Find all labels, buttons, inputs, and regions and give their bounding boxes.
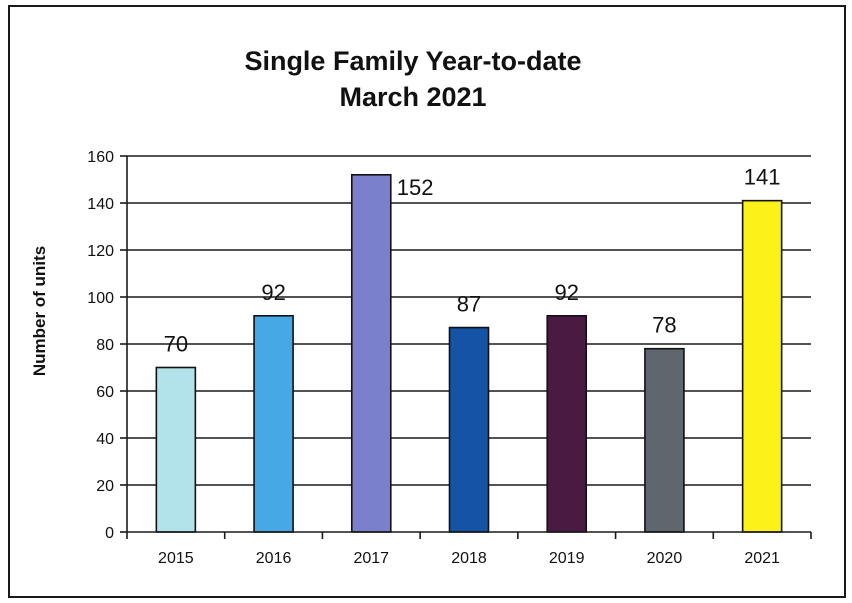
axes <box>126 156 812 539</box>
x-tick-label-2017: 2017 <box>353 550 389 567</box>
y-tick-label-40: 40 <box>96 431 114 448</box>
x-tick-label-2021: 2021 <box>744 550 780 567</box>
y-tick-label-80: 80 <box>96 337 114 354</box>
x-tick-labels: 2015 2016 2017 2018 2019 2020 2021 <box>158 550 780 567</box>
bar-2017 <box>350 174 392 533</box>
x-tick-label-2020: 2020 <box>647 550 683 567</box>
bar-2019 <box>546 314 588 533</box>
data-label-2021: 141 <box>744 165 781 190</box>
data-label-2020: 78 <box>652 313 676 338</box>
y-tick-label-120: 120 <box>87 243 114 260</box>
chart-title: Single Family Year-to-date <box>244 46 581 76</box>
bar-2015 <box>155 366 197 533</box>
y-tick-label-60: 60 <box>96 384 114 401</box>
x-tick-label-2019: 2019 <box>549 550 585 567</box>
data-label-2019: 92 <box>554 280 578 305</box>
bar-2021 <box>741 199 783 533</box>
x-tick-label-2015: 2015 <box>158 550 194 567</box>
y-tick-label-20: 20 <box>96 478 114 495</box>
x-tick-label-2016: 2016 <box>256 550 292 567</box>
chart-subtitle: March 2021 <box>339 82 486 112</box>
data-label-2017: 152 <box>397 175 434 200</box>
y-axis-label: Number of units <box>30 246 49 376</box>
data-labels: 70 92 152 87 92 78 141 <box>164 165 781 357</box>
chart-frame <box>8 5 846 598</box>
y-tick-label-160: 160 <box>87 149 114 166</box>
y-tick-label-140: 140 <box>87 196 114 213</box>
data-label-2018: 87 <box>457 292 481 317</box>
bars <box>155 174 783 533</box>
data-label-2015: 70 <box>164 332 188 357</box>
y-tick-label-0: 0 <box>105 525 114 542</box>
y-tick-label-100: 100 <box>87 290 114 307</box>
bar-2016 <box>253 314 294 533</box>
x-tick-label-2018: 2018 <box>451 550 487 567</box>
bar-2020 <box>644 347 685 533</box>
data-label-2016: 92 <box>261 280 285 305</box>
y-tick-labels: 0 20 40 60 80 100 120 140 160 <box>87 149 114 542</box>
bar-2018 <box>448 326 490 533</box>
